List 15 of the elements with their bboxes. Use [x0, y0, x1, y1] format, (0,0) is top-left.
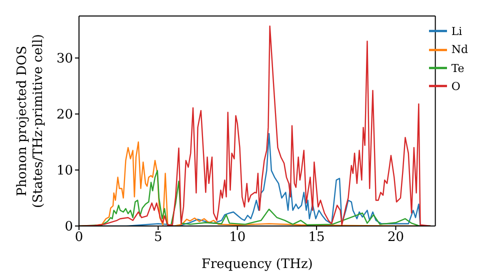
y-tick-label: 30 — [56, 52, 73, 67]
legend-label: Te — [451, 62, 464, 75]
legend-label: O — [451, 80, 460, 93]
x-tick-label: 5 — [154, 230, 162, 246]
legend-label: Nd — [451, 43, 468, 56]
y-tick-label: 0 — [64, 220, 73, 235]
x-tick-label: 10 — [229, 230, 246, 246]
y-tick-label: 10 — [56, 164, 73, 179]
x-tick-label: 20 — [387, 230, 404, 246]
x-tick-label: 0 — [74, 230, 84, 246]
legend-label: Li — [451, 25, 462, 38]
y-tick-label: 20 — [56, 108, 73, 123]
x-tick-label: 15 — [308, 230, 325, 246]
x-axis-title: Frequency (THz) — [201, 257, 313, 272]
y-axis-title: Phonon projected DOS (States/THz·primitive cell) — [15, 34, 46, 208]
